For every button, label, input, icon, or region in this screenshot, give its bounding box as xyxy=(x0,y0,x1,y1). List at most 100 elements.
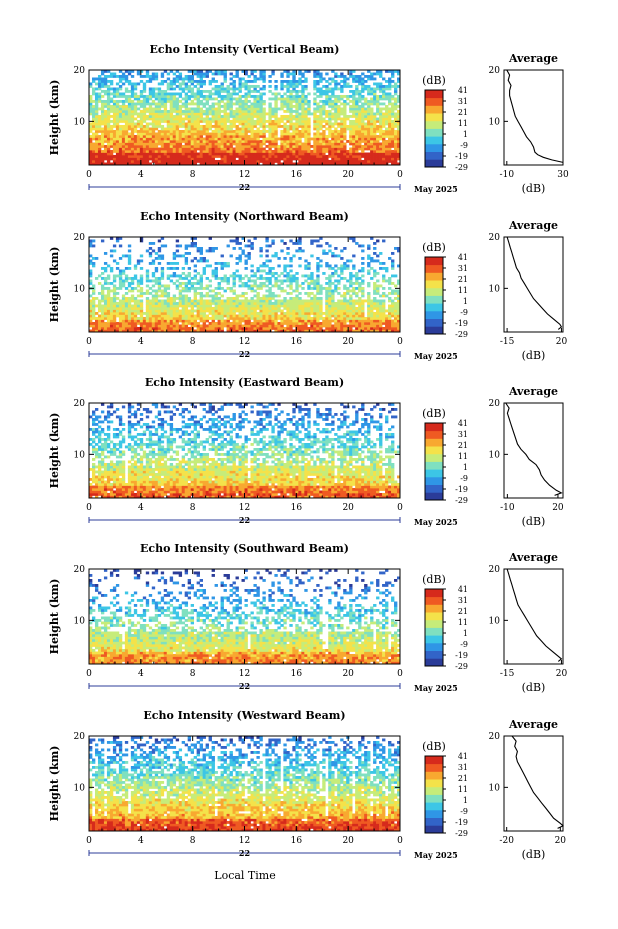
echo-cell xyxy=(220,137,224,141)
echo-cell xyxy=(109,304,114,308)
echo-cell xyxy=(373,102,377,106)
echo-cell xyxy=(370,125,374,128)
echo-cell xyxy=(217,142,221,146)
echo-cell xyxy=(283,100,287,103)
echo-cell xyxy=(358,309,362,313)
echo-cell xyxy=(364,125,368,128)
echo-cell xyxy=(304,304,308,308)
echo-cell xyxy=(139,160,144,163)
echo-cell xyxy=(190,112,195,116)
echo-cell xyxy=(100,327,105,330)
echo-cell xyxy=(355,87,359,91)
echo-cell xyxy=(277,307,281,310)
echo-cell xyxy=(106,309,111,313)
echo-cell xyxy=(166,299,171,303)
echo-cell xyxy=(124,302,129,305)
echo-cell xyxy=(265,277,269,280)
echo-cell xyxy=(295,142,299,146)
echo-cell xyxy=(241,132,245,136)
echo-cell xyxy=(328,160,332,163)
echo-cell xyxy=(253,299,257,303)
echo-cell xyxy=(118,314,123,318)
echo-cell xyxy=(268,125,272,128)
echo-cell xyxy=(349,307,353,310)
echo-cell xyxy=(175,312,180,315)
echo-cell xyxy=(268,317,272,320)
echo-cell xyxy=(94,150,99,153)
echo-cell xyxy=(193,110,197,113)
echo-cell xyxy=(154,137,159,141)
echo-cell xyxy=(184,294,189,298)
echo-cell xyxy=(91,309,96,313)
echo-cell xyxy=(205,324,209,328)
echo-cell xyxy=(175,135,180,138)
echo-cell xyxy=(94,112,99,116)
echo-cell xyxy=(211,329,215,333)
echo-cell xyxy=(268,324,272,328)
echo-cell xyxy=(175,157,180,161)
echo-cell xyxy=(385,324,389,328)
echo-cell xyxy=(154,289,159,293)
echo-cell xyxy=(286,147,290,151)
echo-cell xyxy=(268,299,272,303)
echo-cell xyxy=(223,140,227,143)
echo-cell xyxy=(355,137,359,141)
echo-cell xyxy=(325,314,329,318)
echo-cell xyxy=(214,110,218,113)
echo-cell xyxy=(94,322,99,325)
echo-cell xyxy=(355,312,359,315)
echo-cell xyxy=(391,155,395,158)
echo-cell xyxy=(244,137,248,141)
echo-cell xyxy=(343,105,347,108)
echo-cell xyxy=(121,162,126,166)
echo-cell xyxy=(274,152,278,156)
echo-cell xyxy=(115,117,120,121)
echo-cell xyxy=(253,324,257,328)
echo-cell xyxy=(232,302,236,305)
colorbar-segment xyxy=(425,90,443,99)
echo-cell xyxy=(238,319,242,323)
echo-cell xyxy=(115,107,120,111)
echo-cell xyxy=(181,162,186,166)
echo-cell xyxy=(148,102,153,106)
echo-cell xyxy=(130,130,135,133)
echo-cell xyxy=(241,117,245,121)
echo-cell xyxy=(340,97,344,101)
echo-cell xyxy=(148,307,153,310)
echo-cell xyxy=(238,107,242,111)
echo-cell xyxy=(187,145,192,148)
echo-cell xyxy=(211,160,215,163)
echo-cell xyxy=(232,120,236,123)
echo-cell xyxy=(223,125,227,128)
echo-cell xyxy=(256,322,260,325)
echo-cell xyxy=(97,309,102,313)
echo-cell xyxy=(112,87,117,91)
echo-cell xyxy=(319,155,323,158)
echo-cell xyxy=(379,312,383,315)
echo-cell xyxy=(370,127,374,131)
echo-cell xyxy=(166,130,171,133)
echo-cell xyxy=(358,92,362,96)
echo-cell xyxy=(172,304,177,308)
echo-cell xyxy=(133,95,138,98)
echo-cell xyxy=(163,309,168,313)
echo-cell xyxy=(250,140,254,143)
echo-cell xyxy=(160,329,165,333)
echo-cell xyxy=(130,329,135,333)
echo-cell xyxy=(256,160,260,163)
echo-cell xyxy=(181,90,186,93)
echo-cell xyxy=(154,155,159,158)
echo-cell xyxy=(238,327,242,330)
echo-cell xyxy=(307,135,311,138)
echo-cell xyxy=(205,147,209,151)
echo-cell xyxy=(334,130,338,133)
echo-cell xyxy=(319,112,323,116)
echo-cell xyxy=(142,147,147,151)
echo-cell xyxy=(145,102,150,106)
echo-cell xyxy=(148,312,153,315)
echo-cell xyxy=(250,314,254,318)
echo-cell xyxy=(202,155,206,158)
echo-cell xyxy=(262,135,266,138)
echo-cell xyxy=(358,82,362,86)
echo-cell xyxy=(178,110,183,113)
